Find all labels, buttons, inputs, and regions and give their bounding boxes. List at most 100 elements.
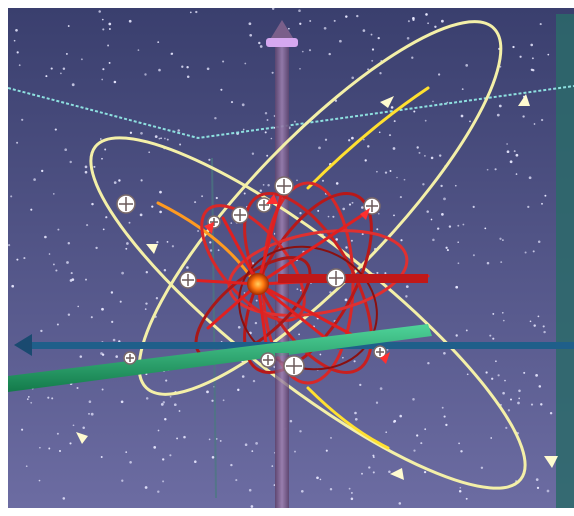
star [76, 387, 79, 389]
star [392, 147, 396, 150]
star [145, 271, 148, 274]
star [405, 295, 408, 298]
electron-marker-icon [116, 194, 136, 214]
star [129, 461, 132, 464]
star [72, 278, 74, 281]
star [258, 41, 261, 45]
star [527, 205, 530, 209]
star [248, 488, 252, 492]
star [288, 27, 290, 30]
star [441, 19, 444, 23]
star [411, 56, 414, 59]
star [118, 179, 121, 182]
star [350, 491, 353, 494]
star [345, 15, 348, 18]
star [259, 45, 263, 48]
star [266, 154, 269, 157]
electron-marker-icon [274, 176, 294, 196]
star [342, 207, 346, 211]
star [139, 213, 143, 217]
star [165, 379, 168, 382]
star [495, 360, 497, 363]
star [372, 454, 375, 457]
star [169, 454, 172, 457]
star [539, 23, 542, 26]
star [248, 22, 252, 26]
star [300, 489, 304, 493]
star [294, 120, 296, 123]
electron-marker-icon [326, 268, 346, 288]
star [362, 138, 365, 141]
star [101, 307, 104, 311]
star [494, 168, 497, 171]
star [85, 278, 87, 281]
star [104, 148, 107, 151]
spoke-thick [278, 274, 428, 283]
star [502, 319, 505, 322]
star [448, 225, 452, 228]
star [299, 212, 302, 215]
star [445, 246, 448, 249]
star [379, 387, 383, 390]
nucleus-icon [247, 273, 269, 295]
outer-orbit-hot-segment-3 [306, 386, 390, 450]
star [16, 258, 19, 261]
star [194, 201, 197, 204]
star [368, 466, 371, 469]
star [159, 190, 162, 194]
star [62, 67, 66, 71]
star [440, 184, 443, 188]
star [255, 442, 258, 445]
star [77, 305, 80, 308]
star [243, 292, 246, 294]
star [243, 192, 246, 195]
star [249, 33, 253, 37]
star [362, 29, 366, 32]
star [496, 113, 500, 117]
star [537, 240, 541, 244]
star [52, 193, 55, 195]
star [289, 419, 293, 423]
star [500, 261, 503, 264]
star [50, 67, 53, 70]
star [393, 214, 395, 217]
star [67, 25, 70, 27]
star [211, 399, 214, 402]
star [217, 249, 220, 252]
star [30, 208, 33, 211]
star [530, 43, 534, 47]
star [530, 403, 534, 406]
star [507, 409, 511, 412]
star [437, 227, 440, 230]
star [102, 228, 105, 231]
star [255, 299, 258, 302]
star [98, 10, 101, 13]
star [518, 397, 521, 400]
star [48, 447, 51, 450]
axis-cyan [8, 85, 574, 140]
star [465, 64, 469, 67]
star [501, 311, 504, 314]
star [267, 184, 270, 187]
star [144, 486, 148, 489]
star [206, 67, 210, 71]
star [71, 83, 75, 87]
star [230, 101, 234, 104]
star [16, 51, 19, 54]
star [491, 377, 494, 380]
star [21, 428, 24, 431]
star [472, 205, 475, 208]
star [266, 119, 269, 121]
star [497, 374, 500, 377]
star [443, 351, 446, 355]
star [484, 227, 487, 230]
star [262, 184, 265, 186]
star [18, 64, 21, 67]
star [264, 131, 267, 134]
star [489, 334, 492, 337]
star [55, 269, 58, 272]
star [515, 153, 519, 157]
star [241, 375, 245, 378]
star [108, 22, 112, 26]
star [532, 250, 535, 253]
